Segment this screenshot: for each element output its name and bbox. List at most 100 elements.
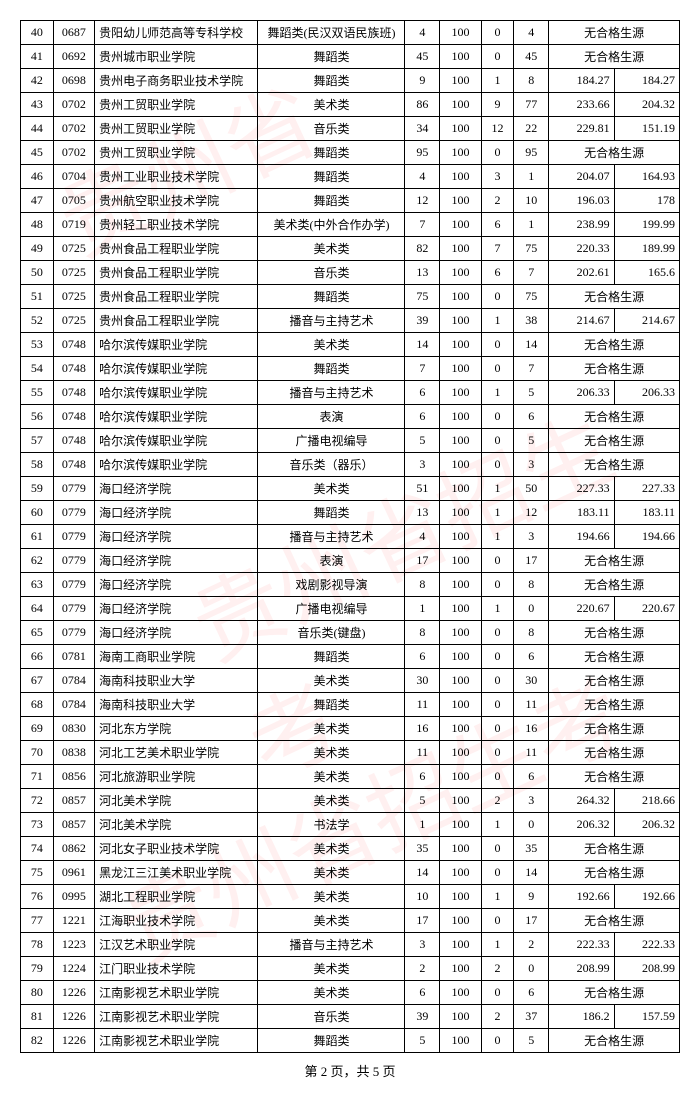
cell: 0 (481, 861, 514, 885)
cell: 6 (481, 213, 514, 237)
table-row: 550748哈尔滨传媒职业学院播音与主持艺术610015206.33206.33 (21, 381, 680, 405)
cell: 95 (514, 141, 549, 165)
cell: 美术类 (258, 717, 405, 741)
cell: 1 (514, 213, 549, 237)
cell: 100 (440, 933, 481, 957)
cell: 7 (514, 357, 549, 381)
cell: 45 (514, 45, 549, 69)
cell: 68 (21, 693, 54, 717)
table-row: 430702贵州工贸职业学院美术类86100977233.66204.32 (21, 93, 680, 117)
cell: 0 (481, 45, 514, 69)
cell: 157.59 (614, 1005, 679, 1029)
cell: 0692 (53, 45, 94, 69)
cell: 无合格生源 (549, 141, 680, 165)
cell: 海口经济学院 (95, 549, 258, 573)
cell: 舞蹈类 (258, 645, 405, 669)
cell: 70 (21, 741, 54, 765)
cell: 100 (440, 861, 481, 885)
cell: 广播电视编导 (258, 429, 405, 453)
cell: 舞蹈类 (258, 693, 405, 717)
cell: 0 (514, 957, 549, 981)
cell: 哈尔滨传媒职业学院 (95, 357, 258, 381)
cell: 40 (21, 21, 54, 45)
cell: 0779 (53, 525, 94, 549)
cell: 62 (21, 549, 54, 573)
cell: 0781 (53, 645, 94, 669)
cell: 0702 (53, 93, 94, 117)
cell: 14 (514, 861, 549, 885)
cell: 95 (405, 141, 440, 165)
table-row: 760995湖北工程职业学院美术类1010019192.66192.66 (21, 885, 680, 909)
table-row: 480719贵州轻工职业技术学院美术类(中外合作办学)710061238.991… (21, 213, 680, 237)
cell: 0 (481, 741, 514, 765)
cell: 100 (440, 741, 481, 765)
cell: 206.32 (549, 813, 614, 837)
cell: 舞蹈类 (258, 141, 405, 165)
cell: 0779 (53, 549, 94, 573)
table-row: 520725贵州食品工程职业学院播音与主持艺术39100138214.67214… (21, 309, 680, 333)
cell: 56 (21, 405, 54, 429)
cell: 100 (440, 909, 481, 933)
cell: 151.19 (614, 117, 679, 141)
cell: 194.66 (549, 525, 614, 549)
cell: 贵州工业职业技术学院 (95, 165, 258, 189)
cell: 音乐类（器乐） (258, 453, 405, 477)
cell: 0 (481, 645, 514, 669)
cell: 美术类 (258, 741, 405, 765)
cell: 67 (21, 669, 54, 693)
cell: 12 (405, 189, 440, 213)
table-row: 400687贵阳幼儿师范高等专科学校舞蹈类(民汉双语民族班)410004无合格生… (21, 21, 680, 45)
page-footer: 第 2 页，共 5 页 (20, 1061, 680, 1080)
cell: 贵州电子商务职业技术学院 (95, 69, 258, 93)
cell: 11 (405, 693, 440, 717)
cell: 8 (514, 621, 549, 645)
cell: 海口经济学院 (95, 525, 258, 549)
cell: 1226 (53, 981, 94, 1005)
cell: 黑龙江三江美术职业学院 (95, 861, 258, 885)
cell: 100 (440, 1029, 481, 1053)
cell: 80 (21, 981, 54, 1005)
cell: 贵州轻工职业技术学院 (95, 213, 258, 237)
cell: 无合格生源 (549, 453, 680, 477)
cell: 美术类 (258, 789, 405, 813)
cell: 81 (21, 1005, 54, 1029)
cell: 229.81 (549, 117, 614, 141)
cell: 220.67 (549, 597, 614, 621)
cell: 22 (514, 117, 549, 141)
cell: 无合格生源 (549, 573, 680, 597)
cell: 35 (514, 837, 549, 861)
cell: 无合格生源 (549, 45, 680, 69)
cell: 2 (481, 1005, 514, 1029)
cell: 无合格生源 (549, 285, 680, 309)
cell: 表演 (258, 549, 405, 573)
cell: 美术类 (258, 669, 405, 693)
cell: 0698 (53, 69, 94, 93)
cell: 100 (440, 1005, 481, 1029)
cell: 47 (21, 189, 54, 213)
cell: 1226 (53, 1029, 94, 1053)
cell: 8 (405, 573, 440, 597)
cell: 河北旅游职业学院 (95, 765, 258, 789)
cell: 2 (481, 189, 514, 213)
cell: 4 (405, 21, 440, 45)
cell: 1 (481, 381, 514, 405)
cell: 194.66 (614, 525, 679, 549)
table-row: 750961黑龙江三江美术职业学院美术类14100014无合格生源 (21, 861, 680, 885)
cell: 播音与主持艺术 (258, 309, 405, 333)
cell: 7 (514, 261, 549, 285)
cell: 100 (440, 429, 481, 453)
cell: 100 (440, 69, 481, 93)
cell: 0719 (53, 213, 94, 237)
cell: 6 (481, 261, 514, 285)
cell: 100 (440, 213, 481, 237)
cell: 43 (21, 93, 54, 117)
cell: 美术类 (258, 333, 405, 357)
cell: 贵州食品工程职业学院 (95, 285, 258, 309)
table-row: 700838河北工艺美术职业学院美术类11100011无合格生源 (21, 741, 680, 765)
cell: 11 (405, 741, 440, 765)
cell: 0748 (53, 333, 94, 357)
cell: 海口经济学院 (95, 597, 258, 621)
cell: 45 (405, 45, 440, 69)
cell: 218.66 (614, 789, 679, 813)
cell: 美术类(中外合作办学) (258, 213, 405, 237)
